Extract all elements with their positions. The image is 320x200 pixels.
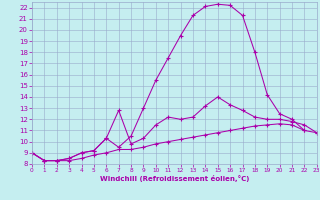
X-axis label: Windchill (Refroidissement éolien,°C): Windchill (Refroidissement éolien,°C) <box>100 175 249 182</box>
